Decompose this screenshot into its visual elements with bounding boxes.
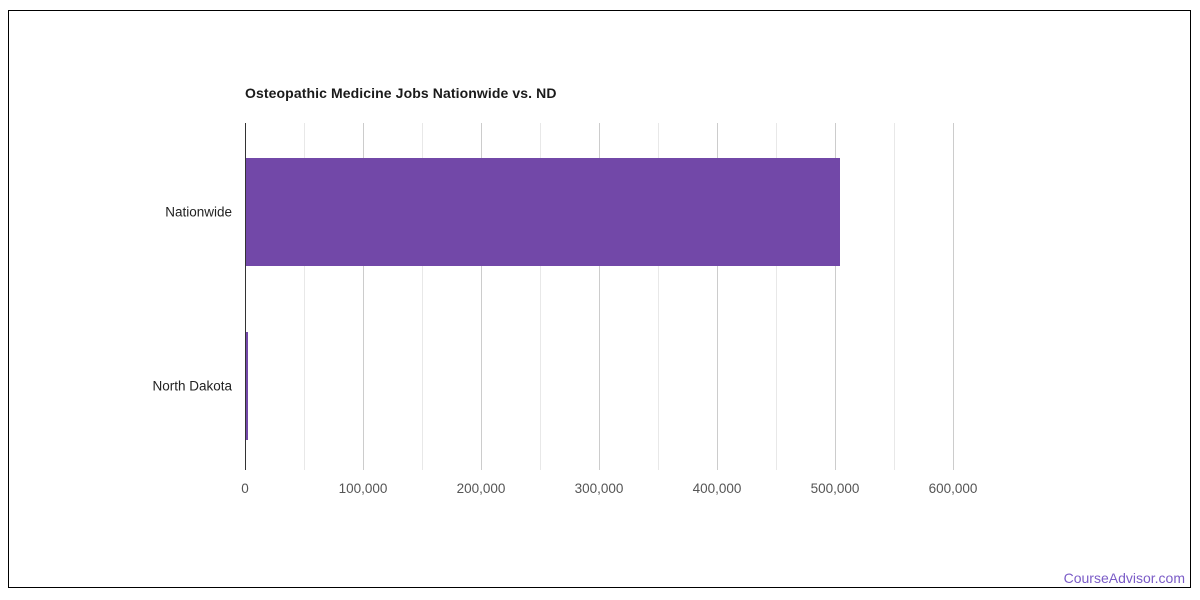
courseadvisor-link[interactable]: CourseAdvisor.com [1063,570,1185,586]
minor-gridline [304,123,305,470]
x-tick-label: 200,000 [456,481,506,496]
x-tick-label: 100,000 [338,481,388,496]
category-label-nationwide: Nationwide [165,204,232,220]
x-tick-label: 400,000 [692,481,742,496]
minor-gridline [422,123,423,470]
minor-gridline [540,123,541,470]
major-gridline [599,123,600,470]
x-tick-label: 300,000 [574,481,624,496]
minor-gridline [776,123,777,470]
major-gridline [363,123,364,470]
major-gridline [481,123,482,470]
category-label-north-dakota: North Dakota [152,378,232,394]
major-gridline [717,123,718,470]
x-tick-label: 0 [241,481,249,496]
major-gridline [835,123,836,470]
minor-gridline [894,123,895,470]
y-axis-line [245,123,246,470]
x-tick-label: 600,000 [928,481,978,496]
bar-north-dakota[interactable] [246,332,248,440]
minor-gridline [658,123,659,470]
plot-area [245,123,1012,470]
bar-nationwide[interactable] [246,158,840,266]
major-gridline [953,123,954,470]
x-tick-label: 500,000 [810,481,860,496]
chart-title: Osteopathic Medicine Jobs Nationwide vs.… [245,85,557,101]
